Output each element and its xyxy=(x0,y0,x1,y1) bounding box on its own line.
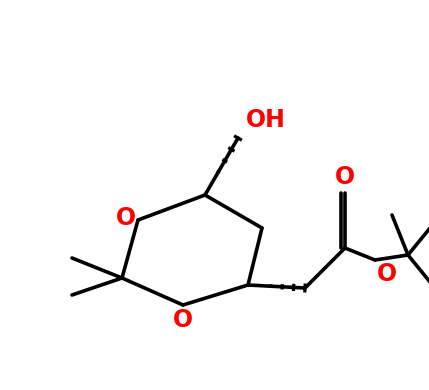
Text: O: O xyxy=(116,206,136,230)
Text: O: O xyxy=(335,165,355,189)
Text: OH: OH xyxy=(246,108,286,132)
Text: O: O xyxy=(377,262,397,286)
Text: O: O xyxy=(173,308,193,332)
